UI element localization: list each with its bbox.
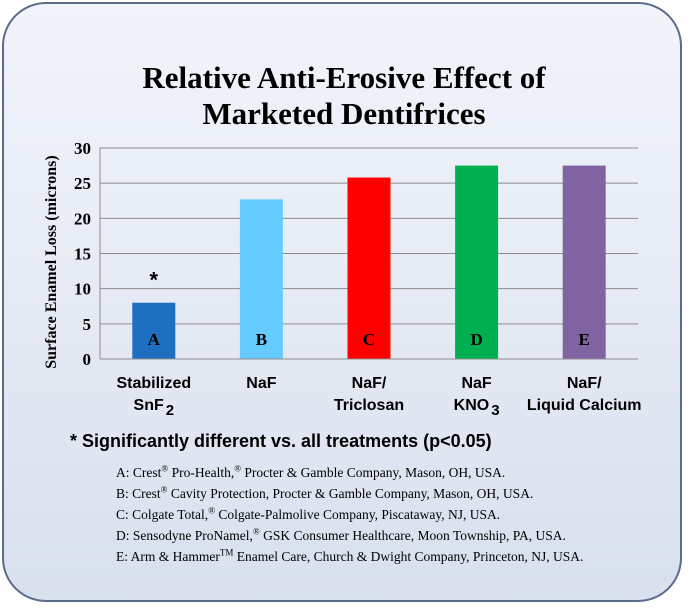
y-tick-label: 15 [74, 245, 91, 264]
y-tick-label: 10 [74, 280, 91, 299]
significance-asterisk: * [150, 268, 159, 293]
y-tick-label: 30 [74, 139, 91, 158]
footnote-line: D: Sensodyne ProNamel,® GSK Consumer Hea… [116, 526, 566, 543]
significance-note: * Significantly different vs. all treatm… [70, 431, 492, 451]
footnote-line: B: Crest® Cavity Protection, Procter & G… [116, 484, 534, 501]
bar-letter-label: B [256, 330, 267, 349]
y-tick-label: 0 [83, 350, 92, 369]
chart-title-line-1: Relative Anti-Erosive Effect of [142, 60, 546, 95]
footnote-line: E: Arm & HammerTM Enamel Care, Church & … [116, 547, 584, 564]
y-axis-label: Surface Enamel Loss (microns) [43, 155, 60, 368]
y-tick-label: 25 [74, 174, 91, 193]
bar-letter-label: C [363, 330, 375, 349]
bar [455, 165, 499, 359]
y-tick-label: 5 [83, 315, 92, 334]
bar-letter-label: E [579, 330, 590, 349]
footnotes: A: Crest® Pro-Health,® Procter & Gamble … [116, 462, 676, 567]
x-tick-label: KNO 3 [454, 397, 500, 419]
x-tick-label: NaF/ [567, 375, 602, 392]
bar [132, 302, 176, 359]
x-tick-label: NaF [246, 375, 276, 392]
x-tick-label: Triclosan [334, 397, 404, 414]
x-tick-label: Stabilized [116, 375, 191, 392]
bar [562, 165, 606, 359]
bar [347, 177, 391, 359]
chart-title-line-2: Marketed Dentifrices [202, 96, 486, 131]
x-tick-label: NaF/ [352, 375, 387, 392]
bar [239, 199, 283, 359]
x-tick-label: SnF 2 [134, 397, 175, 419]
footnote-line: C: Colgate Total,® Colgate-Palmolive Com… [116, 505, 501, 522]
footnote-line: A: Crest® Pro-Health,® Procter & Gamble … [116, 463, 506, 480]
x-tick-label: Liquid Calcium [527, 397, 642, 414]
x-tick-label: NaF [461, 375, 491, 392]
y-tick-label: 20 [74, 209, 91, 228]
bar-letter-label: D [470, 330, 482, 349]
bar-letter-label: A [148, 330, 161, 349]
